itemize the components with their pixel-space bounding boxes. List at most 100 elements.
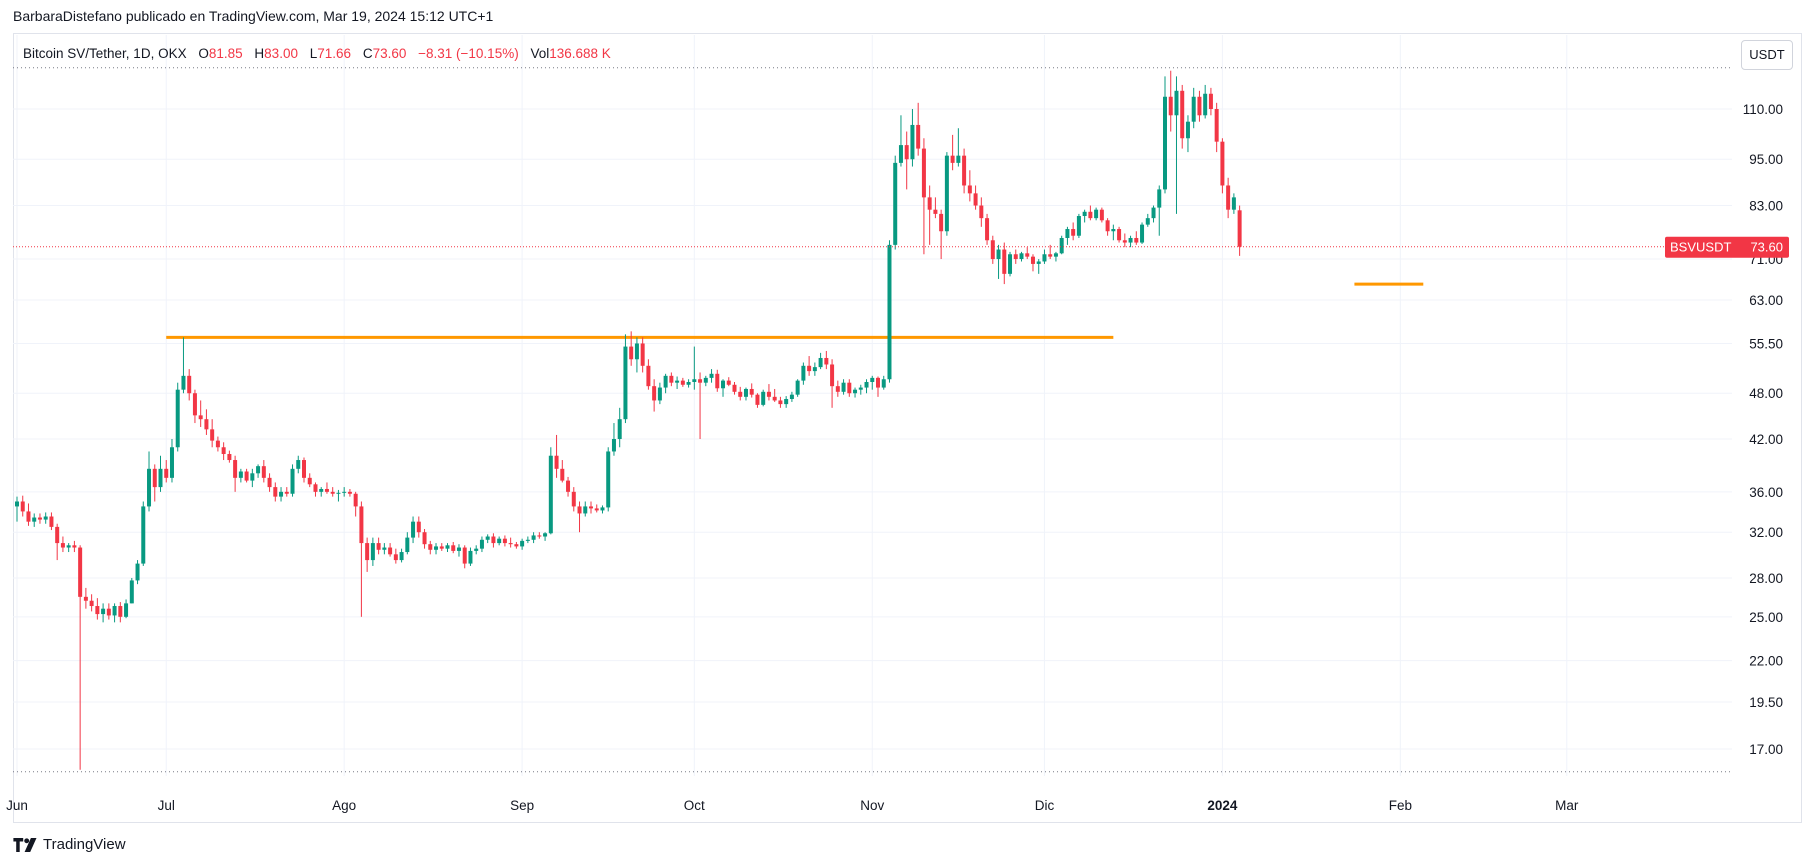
candle bbox=[158, 455, 163, 492]
candle-body bbox=[370, 543, 375, 561]
candle bbox=[583, 501, 588, 517]
candle-body bbox=[169, 447, 174, 478]
candle bbox=[439, 543, 444, 551]
candle bbox=[416, 516, 421, 538]
candle bbox=[221, 442, 226, 461]
candle-body bbox=[1099, 209, 1104, 221]
candle bbox=[250, 468, 255, 488]
candle bbox=[732, 381, 737, 395]
candle bbox=[256, 464, 261, 478]
candle bbox=[135, 560, 140, 585]
candle bbox=[279, 487, 284, 502]
candle-body bbox=[1059, 237, 1064, 254]
candle-body bbox=[548, 455, 553, 534]
candle bbox=[474, 545, 479, 555]
candle-body bbox=[307, 477, 312, 485]
candle-body bbox=[841, 382, 846, 392]
last-price-badge bbox=[1665, 236, 1789, 258]
candle bbox=[353, 491, 358, 517]
candle bbox=[1231, 193, 1236, 214]
candle-body bbox=[37, 517, 42, 520]
candle-body bbox=[864, 381, 869, 388]
chart-frame bbox=[13, 33, 1802, 823]
candle bbox=[944, 152, 949, 236]
candle bbox=[411, 516, 416, 544]
candle bbox=[853, 387, 858, 398]
candle-body bbox=[962, 155, 967, 186]
candle bbox=[37, 513, 42, 524]
candle-body bbox=[835, 386, 840, 392]
candle bbox=[566, 476, 571, 497]
candle-body bbox=[789, 394, 794, 399]
candle-body bbox=[686, 381, 691, 385]
candle bbox=[577, 501, 582, 533]
candle-body bbox=[238, 471, 243, 478]
price-tick-label: 110.00 bbox=[1743, 102, 1783, 117]
candle bbox=[979, 197, 984, 227]
candle-body bbox=[898, 145, 903, 163]
candle-body bbox=[577, 506, 582, 514]
candle bbox=[669, 372, 674, 387]
candle-body bbox=[451, 545, 456, 551]
candle bbox=[761, 389, 766, 407]
candle bbox=[525, 536, 530, 544]
candle bbox=[801, 362, 806, 385]
candle-body bbox=[858, 387, 863, 390]
candle-body bbox=[474, 548, 479, 551]
candle bbox=[703, 375, 708, 387]
candle-body bbox=[554, 455, 559, 469]
candle-body bbox=[1203, 93, 1208, 116]
volume-value: 136.688 K bbox=[549, 46, 611, 61]
candle bbox=[778, 396, 783, 408]
candle-body bbox=[1048, 254, 1053, 257]
candle bbox=[1122, 233, 1127, 248]
candle bbox=[514, 541, 519, 549]
candle bbox=[537, 532, 542, 539]
candle bbox=[1237, 205, 1242, 256]
price-tick-label: 36.00 bbox=[1749, 485, 1783, 500]
candle-body bbox=[302, 460, 306, 478]
candle-body bbox=[60, 543, 65, 548]
candle bbox=[1220, 138, 1225, 194]
candle bbox=[296, 455, 301, 474]
candle bbox=[422, 529, 427, 549]
candle bbox=[571, 487, 576, 512]
candle-body bbox=[1013, 254, 1018, 260]
candle bbox=[611, 423, 616, 456]
candle bbox=[456, 544, 461, 557]
candle-body bbox=[32, 517, 37, 522]
candle bbox=[795, 379, 800, 397]
candle bbox=[772, 388, 777, 402]
candle bbox=[382, 543, 387, 555]
high-value: 83.00 bbox=[264, 46, 298, 61]
candle-body bbox=[571, 491, 576, 507]
currency-button[interactable]: USDT bbox=[1741, 40, 1793, 70]
candle-body bbox=[1140, 224, 1145, 243]
candle-body bbox=[491, 536, 496, 544]
candle bbox=[1203, 84, 1208, 119]
candle-body bbox=[181, 375, 186, 390]
candle bbox=[233, 455, 238, 492]
candle bbox=[1191, 87, 1196, 129]
candle bbox=[1048, 244, 1053, 260]
candle bbox=[187, 369, 192, 401]
candle bbox=[210, 419, 215, 448]
last-price-marker: BSVUSDT 73.60 bbox=[13, 236, 1789, 258]
candle bbox=[370, 537, 375, 566]
gridlines bbox=[13, 35, 1732, 776]
candle-body bbox=[244, 471, 249, 481]
candle bbox=[267, 473, 272, 492]
time-tick-label: Jun bbox=[6, 798, 28, 813]
candle bbox=[20, 495, 25, 517]
candle bbox=[101, 603, 106, 623]
symbol-legend: Bitcoin SV/Tether, 1D, OKX O81.85 H83.00… bbox=[23, 46, 611, 61]
candle bbox=[692, 346, 697, 390]
candle-body bbox=[106, 608, 111, 616]
candle bbox=[898, 115, 903, 167]
candle-body bbox=[1197, 96, 1202, 116]
candle bbox=[554, 434, 559, 478]
candle-body bbox=[818, 357, 823, 368]
candle-body bbox=[43, 516, 48, 520]
candle bbox=[812, 362, 817, 376]
